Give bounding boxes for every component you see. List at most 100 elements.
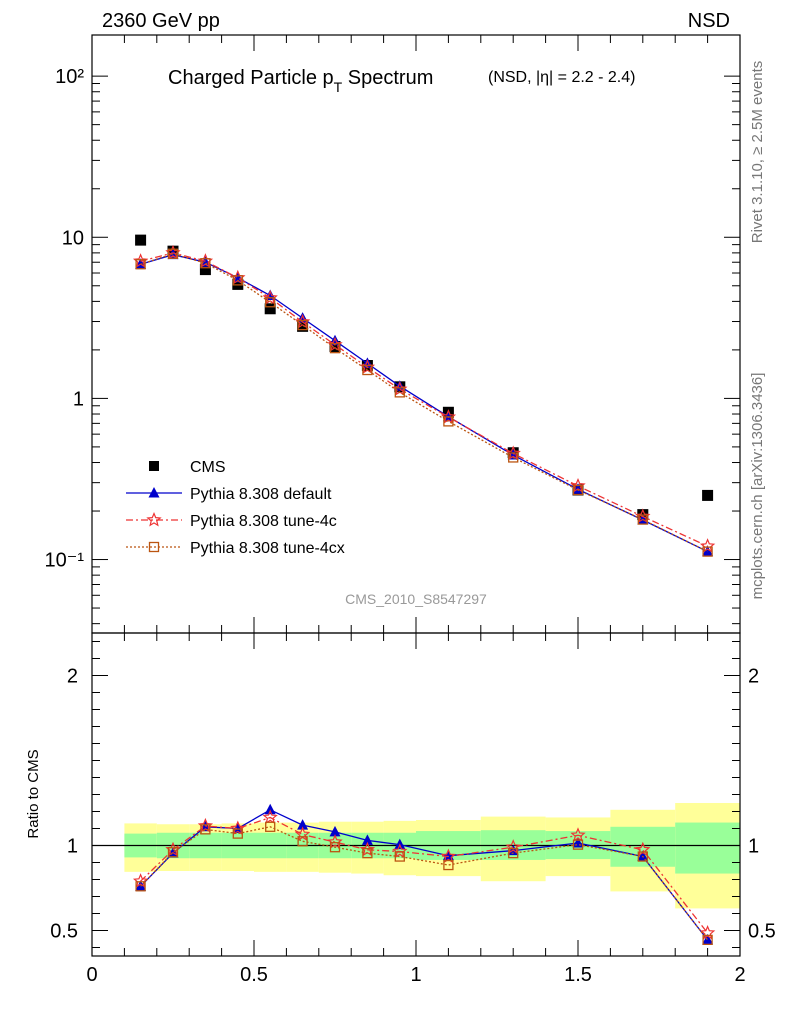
ratio-series-pythia-8-308-tune-4cx: [135, 821, 713, 945]
data-point: [297, 319, 308, 331]
series-pythia-8-308-tune-4cx: [135, 248, 713, 557]
series-line: [140, 252, 708, 547]
ratio-point: [443, 859, 454, 871]
legend-marker: [148, 541, 160, 553]
ratio-y-tick-label: 2: [67, 666, 78, 688]
ratio-point: [505, 839, 521, 854]
data-point: [699, 538, 716, 553]
ratio-point: [702, 934, 713, 945]
ratio-point: [230, 820, 246, 836]
data-point: [505, 445, 521, 461]
ratio-point: [329, 842, 341, 853]
data-point: [635, 508, 651, 524]
chart-title-note: (NSD, |η| = 2.2 - 2.4): [488, 69, 635, 86]
ratio-point: [440, 848, 457, 864]
chart-title-subscript: T: [334, 79, 343, 95]
data-point: [264, 303, 276, 315]
data-point: [508, 452, 519, 463]
data-point: [507, 449, 519, 460]
data-point: [572, 484, 584, 496]
legend-label: CMS: [190, 459, 226, 476]
stat-band: [675, 822, 740, 874]
ratio-point: [362, 848, 373, 859]
ratio-point: [200, 824, 211, 835]
ratio-point: [572, 839, 584, 850]
data-point: [440, 409, 457, 424]
ratio-point: [570, 827, 586, 842]
y-tick-label: 10: [62, 227, 84, 249]
ratio-point: [637, 850, 649, 862]
data-point: [327, 336, 343, 352]
data-point: [702, 489, 714, 501]
x-tick-label: 1: [410, 964, 421, 986]
ratio-line: [140, 826, 709, 941]
data-point: [637, 514, 648, 525]
data-point: [394, 387, 405, 398]
data-point: [362, 364, 373, 376]
ratio-line: [140, 816, 709, 934]
x-tick-label: 2: [734, 964, 745, 986]
data-point: [199, 264, 211, 276]
series-pythia-8-308-tune-4c: [132, 244, 716, 553]
data-point: [262, 289, 278, 305]
ratio-y-tick-label-right: 0.5: [748, 921, 776, 943]
ratio-frame: [91, 632, 741, 957]
ratio-ylabel: Ratio to CMS: [25, 749, 42, 838]
legend-entry: Pythia 8.308 default: [126, 486, 332, 503]
legend: CMS Pythia 8.308 default Pythia 8.308 tune…: [126, 459, 345, 557]
y-tick-label: 10²: [55, 66, 84, 88]
ratio-point: [394, 851, 405, 862]
data-point: [232, 275, 243, 286]
analysis-watermark: CMS_2010_S8547297: [345, 591, 487, 607]
mcplots-label: mcplots.cern.ch [arXiv:1306.3436]: [749, 373, 766, 600]
ratio-point: [132, 873, 149, 888]
data-point: [570, 477, 586, 493]
series-cms: [135, 234, 714, 521]
ratio-point: [329, 825, 341, 837]
ratio-point: [264, 803, 276, 815]
ratio-point: [361, 834, 373, 845]
y-tick-label: 1: [73, 388, 84, 410]
ratio-point: [167, 847, 179, 858]
legend-marker: [148, 487, 160, 498]
legend-entry: Pythia 8.308 tune-4c: [126, 511, 337, 530]
ratio-point: [637, 851, 648, 862]
series-pythia-8-308-default: [135, 248, 714, 557]
ratio-series-pythia-8-308-tune-4c: [132, 809, 716, 940]
legend-label: Pythia 8.308 tune-4c: [190, 513, 337, 530]
ratio-point: [232, 828, 243, 839]
data-point: [329, 340, 341, 352]
chart-title-rest: Spectrum: [342, 67, 433, 89]
legend-label: Pythia 8.308 default: [190, 486, 332, 503]
ratio-plot: 0.5 0.5 1 1 2 2 0 0.5 1 1.5 2 Ratio to CMS: [25, 632, 776, 986]
ratio-point: [197, 817, 214, 833]
ratio-point: [327, 834, 343, 849]
data-point: [702, 546, 713, 557]
data-point: [443, 416, 454, 427]
x-tick-label: 1.5: [564, 964, 592, 986]
series-line: [140, 254, 708, 553]
data-point: [294, 313, 311, 329]
data-point: [135, 259, 146, 270]
data-point: [200, 258, 211, 269]
series-line: [140, 253, 708, 553]
ratio-point: [135, 881, 146, 892]
legend-label: Pythia 8.308 tune-4cx: [190, 540, 345, 557]
ratio-point: [508, 848, 519, 859]
data-point: [167, 248, 179, 260]
ratio-y-tick-label: 0.5: [50, 921, 78, 943]
ratio-point: [297, 836, 308, 847]
data-point: [297, 320, 309, 332]
ratio-point: [392, 843, 408, 858]
data-point: [702, 545, 714, 557]
ratio-y-tick-label: 1: [67, 836, 78, 858]
process-label: NSD: [688, 10, 730, 32]
data-point: [265, 297, 276, 308]
y-tick-label: 10⁻¹: [45, 550, 85, 572]
ratio-y-tick-label-right: 1: [748, 836, 759, 858]
x-tick-label: 0.5: [240, 964, 268, 986]
data-point: [329, 343, 341, 354]
data-point: [167, 248, 179, 259]
